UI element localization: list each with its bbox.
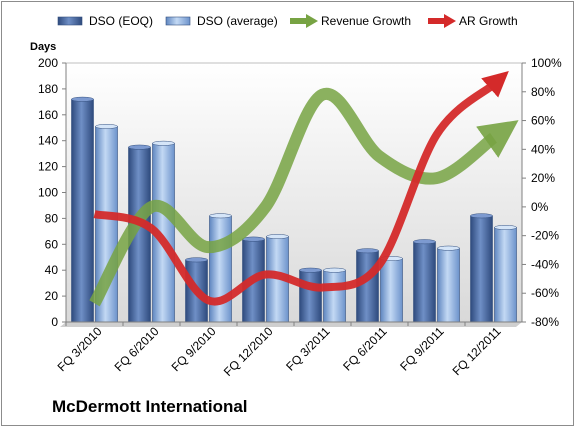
legend-swatch-dso-eoq- (57, 16, 83, 26)
bar-cap-1-6 (437, 245, 460, 251)
right-tick-label-7: 60% (531, 114, 555, 128)
right-tick-label-3: -20% (531, 229, 559, 243)
bar-cap-0-1 (128, 144, 151, 150)
bar-dso-average--2 (209, 215, 232, 323)
bar-dso-eoq--6 (413, 241, 436, 323)
legend: DSO (EOQ) DSO (average) Revenue Growth AR G… (57, 14, 518, 28)
plot-floor (60, 322, 522, 327)
x-tick-label-0: FQ 3/2010 (55, 324, 105, 374)
right-tick-label-1: -60% (531, 286, 559, 300)
line-revenue-growth (89, 87, 519, 307)
right-tick-label-2: -40% (531, 257, 559, 271)
x-tick-label-3: FQ 12/2010 (221, 324, 276, 379)
left-tick-label-0: 0 (51, 315, 58, 329)
bar-cap-1-1 (152, 140, 175, 146)
bar-cap-0-2 (185, 257, 208, 263)
legend-arrow-revenue-growth (306, 14, 318, 28)
line-layer (89, 71, 519, 307)
left-tick-label-140: 140 (38, 134, 58, 148)
left-tick-label-100: 100 (38, 186, 58, 200)
legend-label-dso-average-: DSO (average) (197, 14, 278, 28)
right-tick-label-9: 100% (531, 56, 562, 70)
bar-cap-0-0 (71, 96, 94, 102)
bar-cap-1-4 (323, 267, 346, 273)
bar-cap-0-3 (242, 236, 265, 242)
left-tick-label-200: 200 (38, 56, 58, 70)
bar-dso-eoq--7 (470, 215, 493, 323)
bar-cap-0-7 (470, 213, 493, 219)
bar-dso-average--5 (380, 258, 403, 323)
bar-dso-eoq--5 (356, 250, 379, 323)
right-tick-label-4: 0% (531, 200, 549, 214)
bar-cap-0-5 (356, 248, 379, 254)
bar-cap-1-3 (266, 234, 289, 239)
bar-dso-eoq--4 (299, 269, 322, 323)
x-tick-label-5: FQ 6/2011 (340, 324, 390, 374)
company-title: McDermott International (52, 397, 248, 416)
bar-dso-eoq--0 (71, 98, 94, 323)
legend-label-ar-growth: AR Growth (459, 14, 518, 28)
bar-cap-1-2 (209, 213, 232, 219)
left-tick-label-120: 120 (38, 160, 58, 174)
legend-swatch-dso-average- (165, 16, 191, 26)
left-tick-label-180: 180 (38, 82, 58, 96)
bar-dso-average--6 (437, 247, 460, 323)
bar-dso-average--7 (494, 227, 517, 323)
right-tick-label-0: -80% (531, 315, 559, 329)
left-tick-label-40: 40 (45, 263, 59, 277)
bar-cap-0-6 (413, 239, 436, 245)
right-tick-label-5: 20% (531, 171, 555, 185)
line-ar-growth (93, 71, 509, 306)
x-tick-label-2: FQ 9/2010 (169, 324, 219, 374)
right-tick-label-6: 40% (531, 142, 555, 156)
x-tick-label-1: FQ 6/2010 (112, 324, 162, 374)
bar-cap-1-7 (494, 225, 517, 230)
left-tick-label-60: 60 (45, 237, 59, 251)
left-tick-label-80: 80 (45, 211, 59, 225)
left-tick-label-160: 160 (38, 108, 58, 122)
x-tick-label-6: FQ 9/2011 (397, 324, 447, 374)
legend-label-revenue-growth: Revenue Growth (321, 14, 411, 28)
bar-layer (71, 96, 517, 323)
bar-cap-0-4 (299, 267, 322, 273)
bar-cap-1-0 (95, 124, 118, 129)
legend-arrow-ar-growth (444, 14, 456, 28)
bar-dso-average--4 (323, 269, 346, 323)
x-tick-label-7: FQ 12/2011 (450, 324, 504, 378)
left-axis-title: Days (30, 41, 56, 53)
legend-label-dso-eoq-: DSO (EOQ) (89, 14, 153, 28)
left-tick-label-20: 20 (45, 289, 59, 303)
x-tick-label-4: FQ 3/2011 (283, 324, 333, 374)
right-tick-label-8: 80% (531, 85, 555, 99)
